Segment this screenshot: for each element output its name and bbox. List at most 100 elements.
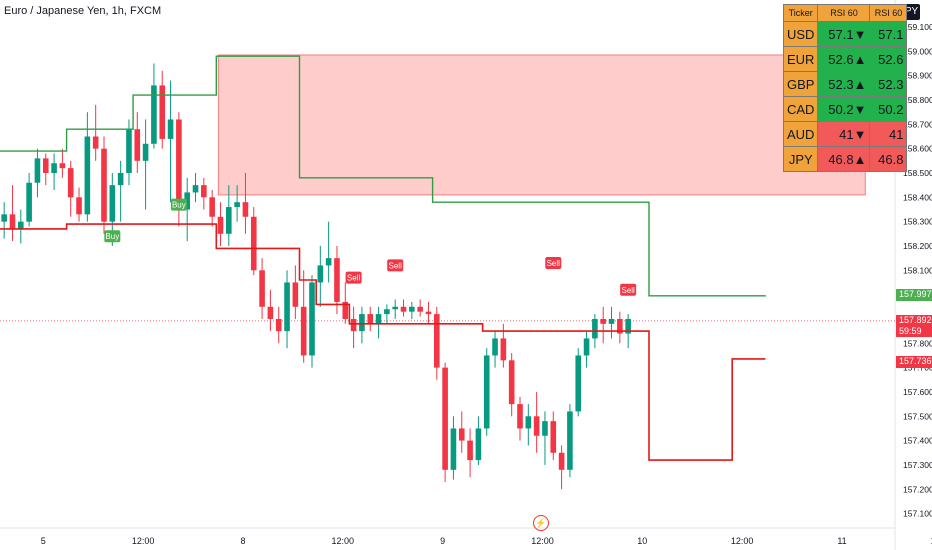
y-tick-label: 158.100 <box>903 265 932 275</box>
sell-marker: Sell <box>620 283 637 296</box>
candle-body <box>475 428 482 461</box>
rsi-value-2: 41 <box>869 121 908 147</box>
y-tick-label: 157.400 <box>903 436 932 446</box>
lower-line-price: 157.736 <box>899 355 932 366</box>
y-tick-label: 157.600 <box>903 387 932 397</box>
rsi-value: 46.8▲ <box>817 146 871 172</box>
candle-body <box>117 172 124 186</box>
rsi-ticker: EUR <box>782 46 819 72</box>
rsi-value-2: 46.8 <box>869 146 908 172</box>
rsi-table: Ticker RSI 60 RSI 60 USD 57.1▼ 57.1 EUR 52.… <box>782 4 908 172</box>
y-tick-label: 158.200 <box>903 241 932 251</box>
candle-body <box>608 318 615 324</box>
candle-body <box>392 306 398 310</box>
sell-marker: Sell <box>387 259 404 272</box>
x-tick-label: 8 <box>240 536 245 546</box>
rsi-header-rsi: RSI 60 <box>817 4 871 22</box>
marker-label: Sell <box>621 286 635 295</box>
candle-body <box>317 265 324 283</box>
marker-box <box>170 198 187 211</box>
candle-body <box>59 163 66 169</box>
candle-body <box>533 416 540 436</box>
supply-zone <box>217 54 866 196</box>
candle-body <box>242 202 249 217</box>
marker-box <box>387 259 404 272</box>
candle-body <box>226 207 232 234</box>
candle-body <box>517 404 523 429</box>
candle-body <box>567 411 573 470</box>
sell-marker: Sell <box>345 271 362 284</box>
candle-body <box>375 314 382 324</box>
candle-body <box>325 258 332 266</box>
candle-body <box>334 258 340 302</box>
rsi-value: 52.6▲ <box>817 46 871 72</box>
rsi-value: 57.1▼ <box>817 21 871 47</box>
candle-body <box>417 306 423 312</box>
candle-body <box>18 221 24 229</box>
current-price: 157.892 <box>899 314 932 325</box>
rsi-ticker: CAD <box>782 96 819 122</box>
candle-body <box>1 214 7 222</box>
rsi-value: 41▼ <box>817 121 871 147</box>
rsi-row: CAD 50.2▼ 50.2 <box>782 96 908 122</box>
marker-label: Sell <box>389 261 403 270</box>
upper-line-price: 157.997 <box>899 289 932 300</box>
candle-body <box>142 143 149 161</box>
y-tick-label: 157.200 <box>903 484 932 494</box>
marker-label: Buy <box>105 232 119 241</box>
candle-body <box>525 416 532 429</box>
candle-body <box>583 338 590 356</box>
candle-body <box>508 360 515 405</box>
rsi-ticker: JPY <box>782 146 819 172</box>
candle-body <box>442 367 448 470</box>
candle-body <box>184 192 190 210</box>
candle-body <box>51 163 57 173</box>
rsi-ticker: GBP <box>782 71 819 97</box>
marker-box <box>545 257 562 270</box>
candle-body <box>134 129 141 161</box>
bar-countdown: 59:59 <box>899 325 922 336</box>
candle-body <box>67 168 74 198</box>
candle-body <box>342 301 349 319</box>
candle-body <box>500 338 507 361</box>
rsi-row: JPY 46.8▲ 46.8 <box>782 146 908 172</box>
y-tick-label: 158.700 <box>903 119 932 129</box>
lower-line-price-tag: 157.736 <box>896 355 932 368</box>
rsi-value: 52.3▲ <box>817 71 871 97</box>
rsi-value-2: 52.6 <box>869 46 908 72</box>
candle-body <box>542 421 548 436</box>
chart-title: Euro / Japanese Yen, 1h, FXCM <box>4 5 162 17</box>
candle-body <box>284 282 290 332</box>
candle-body <box>350 318 357 332</box>
y-tick-label: 157.300 <box>903 460 932 470</box>
y-tick-label: 159.000 <box>903 46 932 56</box>
flash-icon[interactable]: ⚡ <box>533 515 549 531</box>
x-tick-label: 12:00 <box>931 536 932 546</box>
rsi-value-2: 57.1 <box>869 21 908 47</box>
candle-body <box>625 318 631 334</box>
buy-marker: Buy <box>104 230 121 243</box>
y-tick-label: 157.100 <box>903 509 932 519</box>
y-tick-label: 158.600 <box>903 144 932 154</box>
candle-body <box>434 314 440 368</box>
candle-body <box>409 306 415 312</box>
candle-body <box>384 309 390 315</box>
candle-body <box>167 119 174 139</box>
x-tick-label: 12:00 <box>132 536 155 546</box>
candle-body <box>467 440 473 461</box>
rsi-value-2: 50.2 <box>869 96 908 122</box>
candle-body <box>550 421 557 453</box>
x-tick-label: 9 <box>440 536 445 546</box>
candle-body <box>209 197 215 217</box>
x-tick-label: 11 <box>837 536 846 546</box>
candle-body <box>617 318 623 334</box>
candle-body <box>309 282 315 356</box>
x-tick-label: 5 <box>41 536 46 546</box>
candle-body <box>450 428 457 470</box>
rsi-ticker: AUD <box>782 121 819 147</box>
candle-body <box>42 158 49 173</box>
candle-body <box>176 119 182 210</box>
x-tick-label: 10 <box>637 536 647 546</box>
rsi-value: 50.2▼ <box>817 96 871 122</box>
